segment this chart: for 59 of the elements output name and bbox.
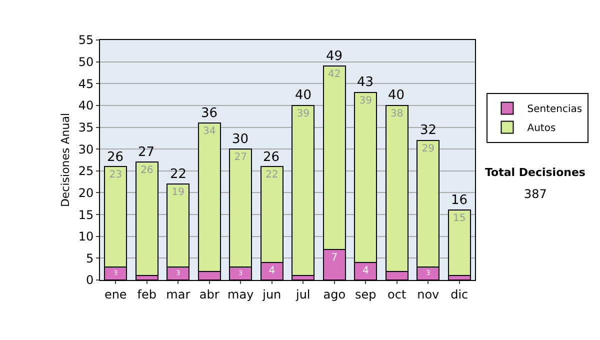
total-label: 30 [232,132,249,147]
y-tick-label: 55 [78,33,94,48]
y-tick-label: 15 [78,208,94,222]
text: 387 [524,187,547,201]
x-tick-label: sep [354,287,376,302]
y-tick-label: 40 [78,98,94,113]
y-tick-label: 30 [78,142,94,156]
y-tick-label: 35 [78,120,94,134]
data-label: 27 [234,152,247,164]
x-tick-label: may [228,287,254,302]
x-tick-label: jun [262,287,282,302]
data-label: 7 [331,252,338,264]
data-label: 34 [203,126,216,137]
y-tick-label: 5 [86,251,94,266]
y-tick-label: 25 [78,164,94,178]
total-label: 43 [357,75,374,90]
bar [135,162,158,276]
total-label: 26 [107,150,124,165]
legend-label: Autos [527,123,556,134]
total-label: 36 [201,106,218,121]
x-tick-label: jul [294,287,310,302]
x-tick-label: nov [417,287,440,302]
data-label: 23 [109,170,122,181]
total-label: 16 [451,193,468,208]
y-tick-label: 50 [78,55,94,70]
data-label: 4 [268,266,276,277]
text: Total Decisiones [485,166,586,179]
x-tick-label: abr [199,287,220,302]
y-tick-label: 20 [78,186,94,200]
total-label: 49 [326,49,343,64]
x-tick-label: feb [137,287,156,302]
y-tick-label: 0 [86,273,94,288]
total-label: 26 [263,150,280,165]
data-label: 22 [266,170,278,181]
x-tick-label: dic [450,287,468,302]
total-label: 27 [138,145,155,160]
legend-label: Sentencias [527,104,582,116]
data-label: 26 [140,165,154,176]
data-label: 4 [362,266,369,277]
data-label: 39 [359,95,372,106]
data-label: 39 [296,108,310,120]
y-axis-title: Decisiones Anual [58,112,72,208]
data-label: 38 [390,108,404,120]
y-tick-label: 10 [78,230,94,244]
data-label: 19 [172,187,184,198]
data-label: 29 [422,143,434,154]
x-tick-label: ene [104,287,127,302]
total-label: 22 [170,167,187,182]
data-label: 15 [453,213,466,224]
x-tick-label: ago [323,287,346,302]
total-label: 40 [388,88,405,103]
x-tick-label: oct [388,287,406,302]
total-label: 40 [295,88,312,103]
x-tick-label: mar [166,287,190,302]
y-tick-label: 45 [78,76,94,91]
total-label: 32 [420,123,437,138]
data-label: 42 [328,69,341,80]
bar [448,210,471,276]
bar [292,104,315,276]
